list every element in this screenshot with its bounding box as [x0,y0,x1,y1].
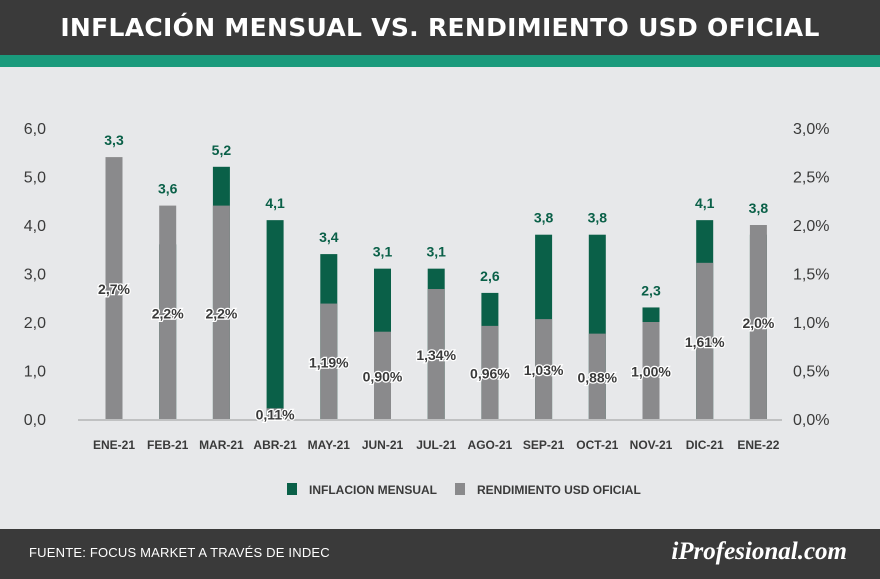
right-tick-label: 2,0% [793,218,829,235]
right-tick-label: 3,0% [793,121,829,138]
brand-logo: iProfesional.com [671,538,847,565]
usd-data-label: 0,90% [363,368,403,384]
category-label: SEP-21 [523,438,565,452]
right-tick-label: 1,0% [793,315,829,332]
category-label: JUL-21 [416,438,456,452]
inflation-data-label: 2,3 [641,282,661,298]
usd-bar [535,319,553,419]
category-label: OCT-21 [576,438,618,452]
source-text: FUENTE: FOCUS MARKET A TRAVÉS DE INDEC [29,545,330,560]
usd-data-label: 2,0% [742,315,774,331]
category-label: ABR-21 [253,438,297,452]
left-tick-label: 2,0 [24,315,46,332]
usd-bar [105,157,123,419]
usd-data-label: 0,88% [577,369,617,385]
right-tick-label: 2,5% [793,170,829,187]
usd-data-label: 0,96% [470,365,510,381]
legend-swatch-usd [455,483,465,495]
usd-data-label: 2,7% [98,281,130,297]
usd-data-label: 2,2% [205,305,237,321]
inflation-data-label: 3,4 [319,229,339,245]
inflation-data-label: 3,6 [158,181,178,197]
footer: FUENTE: FOCUS MARKET A TRAVÉS DE INDEC i… [0,529,880,579]
usd-data-label: 1,61% [685,334,725,350]
category-label: NOV-21 [630,438,673,452]
usd-bar [481,325,499,419]
inflation-data-label: 3,3 [104,132,124,148]
legend-swatch-inflation [287,483,297,495]
inflation-data-label: 3,8 [534,210,554,226]
chart-panel: 0,0 1,0 2,0 3,0 4,0 5,0 6,0 0,0% 0,5% 1,0% 1,5% 2,0… [0,67,880,529]
right-tick-label: 1,5% [793,267,829,284]
inflation-data-label: 3,1 [426,244,446,260]
usd-bar [588,333,606,419]
usd-bar [374,331,391,419]
category-label: FEB-21 [147,438,189,452]
left-tick-label: 1,0 [24,364,46,381]
header: INFLACIÓN MENSUAL VS. RENDIMIENTO USD OF… [0,0,880,55]
category-label: AGO-21 [468,438,513,452]
category-label: DIC-21 [686,438,724,452]
inflation-data-label: 3,8 [749,200,769,216]
right-tick-label: 0,0% [793,412,829,429]
legend-label-inflation: INFLACION MENSUAL [309,483,437,497]
inflation-data-label: 3,8 [588,210,608,226]
inflation-bar [266,220,284,419]
usd-bar [642,322,660,419]
category-label: ENE-22 [737,438,779,452]
legend-label-usd: RENDIMIENTO USD OFICIAL [477,483,641,497]
inflation-data-label: 4,1 [265,195,285,211]
category-label: MAY-21 [308,438,351,452]
chart: 0,0 1,0 2,0 3,0 4,0 5,0 6,0 0,0% 0,5% 1,0% 1,5% 2,0… [24,121,830,497]
usd-bar [749,225,767,419]
left-tick-label: 4,0 [24,218,46,235]
accent-band [0,55,880,67]
usd-data-label: 0,11% [256,407,295,423]
usd-bar [212,205,230,419]
left-tick-label: 5,0 [24,170,46,187]
usd-bar [159,205,177,419]
usd-bar [427,289,445,419]
inflation-data-label: 2,6 [480,268,500,284]
left-tick-label: 6,0 [24,121,46,138]
category-label: MAR-21 [199,438,244,452]
right-tick-label: 0,5% [793,364,829,381]
usd-bar [696,262,714,419]
usd-data-label: 2,2% [152,305,184,321]
usd-bar [320,303,338,419]
inflation-data-label: 3,1 [373,244,393,260]
left-tick-label: 3,0 [24,267,46,284]
usd-data-label: 1,00% [631,364,671,380]
usd-bar [266,408,284,419]
usd-data-label: 1,19% [309,354,349,370]
category-label: ENE-21 [93,438,135,452]
inflation-data-label: 5,2 [212,142,232,158]
chart-title: INFLACIÓN MENSUAL VS. RENDIMIENTO USD OF… [60,13,820,42]
category-label: JUN-21 [362,438,404,452]
inflation-data-label: 4,1 [695,195,715,211]
usd-data-label: 1,03% [524,362,564,378]
usd-data-label: 1,34% [416,347,456,363]
left-tick-label: 0,0 [24,412,46,429]
